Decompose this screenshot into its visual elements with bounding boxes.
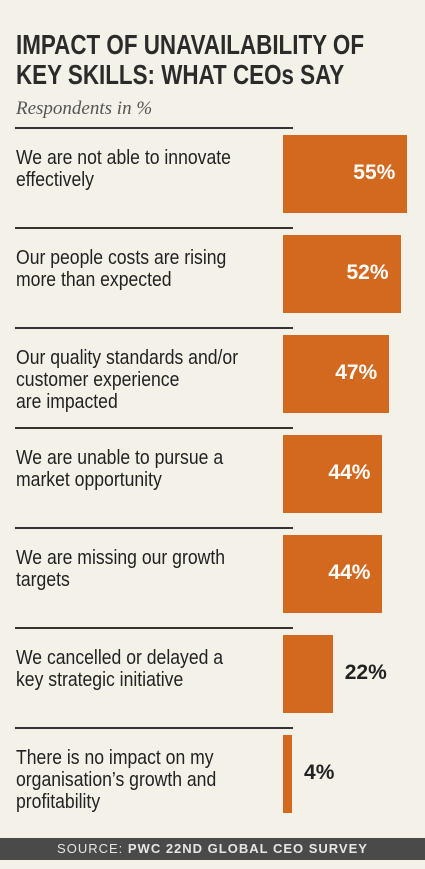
bar <box>283 435 383 513</box>
row-separator <box>15 227 293 229</box>
source-label: SOURCE: <box>57 841 124 856</box>
chart-title: IMPACT OF UNAVAILABILITY OF KEY SKILLS: … <box>16 29 365 90</box>
chart-subtitle: Respondents in % <box>16 98 153 119</box>
bar <box>283 335 390 413</box>
value-label: 44% <box>328 461 371 484</box>
row-separator <box>15 427 293 429</box>
value-label: 4% <box>304 761 335 784</box>
category-label: Our quality standards and/or customer ex… <box>16 347 239 413</box>
value-label: 52% <box>346 261 389 284</box>
bar <box>283 735 293 813</box>
bar <box>283 135 408 213</box>
category-label: There is no impact on my organisation’s … <box>16 747 217 813</box>
row-separator <box>15 127 293 129</box>
bar <box>283 535 383 613</box>
category-label: We are unable to pursue a market opportu… <box>16 447 224 491</box>
category-label: We are missing our growth targets <box>16 547 225 591</box>
row-separator <box>15 327 293 329</box>
source: SOURCE: PWC 22ND GLOBAL CEO SURVEY <box>0 838 425 860</box>
row-separator <box>15 727 293 729</box>
bar <box>283 635 333 713</box>
category-label: We cancelled or delayed a key strategic … <box>16 647 224 691</box>
value-label: 55% <box>353 161 396 184</box>
bar <box>283 235 401 313</box>
category-label: Our people costs are rising more than ex… <box>16 247 227 291</box>
row-separator <box>15 527 293 529</box>
value-label: 22% <box>344 661 387 684</box>
category-label: We are not able to innovate effectively <box>16 147 231 191</box>
value-label: 47% <box>335 361 378 384</box>
value-label: 44% <box>328 561 371 584</box>
row-separator <box>15 627 293 629</box>
source-text: PWC 22ND GLOBAL CEO SURVEY <box>127 841 368 856</box>
